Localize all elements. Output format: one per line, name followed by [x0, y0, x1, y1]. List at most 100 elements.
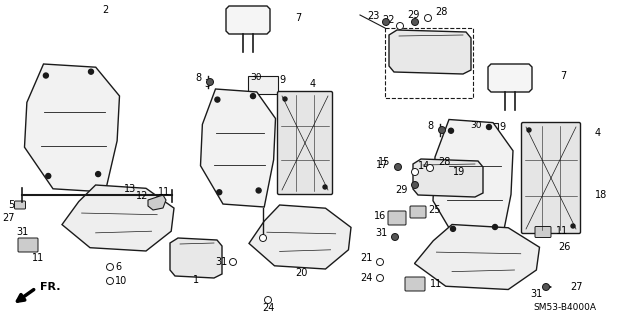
Text: 12: 12 — [136, 191, 148, 201]
Circle shape — [256, 188, 261, 193]
Text: 5: 5 — [8, 200, 14, 210]
Text: 2: 2 — [102, 5, 108, 15]
Circle shape — [250, 93, 255, 99]
Circle shape — [230, 258, 237, 265]
Circle shape — [438, 127, 445, 133]
Circle shape — [44, 73, 49, 78]
Circle shape — [449, 128, 454, 133]
Circle shape — [217, 190, 221, 195]
Text: 8: 8 — [196, 73, 202, 83]
Text: 21: 21 — [360, 253, 373, 263]
Circle shape — [412, 19, 419, 26]
Circle shape — [451, 226, 456, 231]
Circle shape — [207, 78, 214, 85]
Circle shape — [45, 174, 51, 179]
Text: 22: 22 — [383, 15, 395, 25]
Text: 25: 25 — [428, 205, 440, 215]
FancyBboxPatch shape — [248, 76, 278, 94]
FancyBboxPatch shape — [278, 92, 333, 195]
Polygon shape — [62, 185, 174, 251]
Polygon shape — [170, 238, 222, 278]
Polygon shape — [24, 64, 120, 192]
Text: 31: 31 — [16, 227, 28, 237]
Text: 17: 17 — [376, 160, 388, 170]
Circle shape — [106, 263, 113, 271]
Text: 16: 16 — [374, 211, 386, 221]
Text: 11: 11 — [430, 279, 442, 289]
Text: 11: 11 — [32, 253, 44, 263]
Polygon shape — [148, 195, 166, 210]
Circle shape — [527, 128, 531, 132]
Text: 18: 18 — [595, 190, 607, 200]
Text: 30: 30 — [470, 121, 481, 130]
Text: 10: 10 — [115, 276, 127, 286]
Text: 24: 24 — [262, 303, 274, 313]
Circle shape — [392, 234, 399, 241]
FancyBboxPatch shape — [535, 226, 551, 238]
Text: 4: 4 — [595, 128, 601, 138]
Polygon shape — [488, 64, 532, 92]
Text: 9: 9 — [279, 75, 285, 85]
Text: 13: 13 — [124, 184, 136, 194]
Circle shape — [264, 296, 271, 303]
Polygon shape — [433, 120, 513, 244]
Circle shape — [259, 234, 266, 241]
Text: 31: 31 — [216, 257, 228, 267]
Circle shape — [543, 284, 550, 291]
Text: 23: 23 — [367, 11, 380, 21]
Polygon shape — [413, 159, 483, 197]
Circle shape — [383, 19, 390, 26]
Text: 11: 11 — [158, 187, 170, 197]
Circle shape — [376, 258, 383, 265]
Text: 15: 15 — [378, 157, 390, 167]
FancyBboxPatch shape — [15, 201, 26, 209]
Text: 6: 6 — [115, 262, 121, 272]
Text: 26: 26 — [558, 242, 570, 252]
Polygon shape — [389, 30, 471, 74]
Circle shape — [397, 23, 403, 29]
Circle shape — [412, 168, 419, 175]
Text: 28: 28 — [435, 7, 447, 17]
Text: 4: 4 — [310, 79, 316, 89]
Text: 29: 29 — [407, 10, 419, 20]
Text: 30: 30 — [250, 73, 262, 83]
Circle shape — [376, 275, 383, 281]
Text: FR.: FR. — [40, 282, 61, 292]
FancyBboxPatch shape — [410, 206, 426, 218]
Text: 14: 14 — [418, 161, 430, 171]
Circle shape — [426, 165, 433, 172]
Circle shape — [424, 14, 431, 21]
Text: 11: 11 — [556, 226, 568, 236]
Text: 27: 27 — [570, 282, 582, 292]
Circle shape — [412, 182, 419, 189]
Text: 28: 28 — [438, 157, 451, 167]
Circle shape — [571, 224, 575, 228]
Text: 31: 31 — [376, 228, 388, 238]
Text: 20: 20 — [295, 268, 307, 278]
Text: 8: 8 — [428, 121, 434, 131]
Polygon shape — [249, 205, 351, 269]
Text: 1: 1 — [193, 275, 199, 285]
Text: SM53-B4000A: SM53-B4000A — [534, 303, 596, 313]
Circle shape — [394, 164, 401, 170]
Text: 9: 9 — [499, 122, 505, 132]
Circle shape — [95, 172, 100, 177]
Bar — [385, 28, 473, 98]
Circle shape — [88, 69, 93, 74]
FancyBboxPatch shape — [468, 123, 498, 141]
Polygon shape — [415, 225, 540, 290]
Circle shape — [283, 97, 287, 101]
Text: 31: 31 — [531, 289, 543, 299]
FancyBboxPatch shape — [18, 238, 38, 252]
Circle shape — [486, 124, 492, 130]
Text: 24: 24 — [360, 273, 373, 283]
Text: 29: 29 — [396, 185, 408, 195]
Polygon shape — [200, 89, 275, 207]
FancyBboxPatch shape — [522, 122, 580, 234]
Text: 19: 19 — [453, 167, 465, 177]
Circle shape — [106, 278, 113, 285]
Text: 7: 7 — [295, 13, 301, 23]
FancyBboxPatch shape — [405, 277, 425, 291]
Circle shape — [215, 97, 220, 102]
Text: 7: 7 — [560, 71, 566, 81]
